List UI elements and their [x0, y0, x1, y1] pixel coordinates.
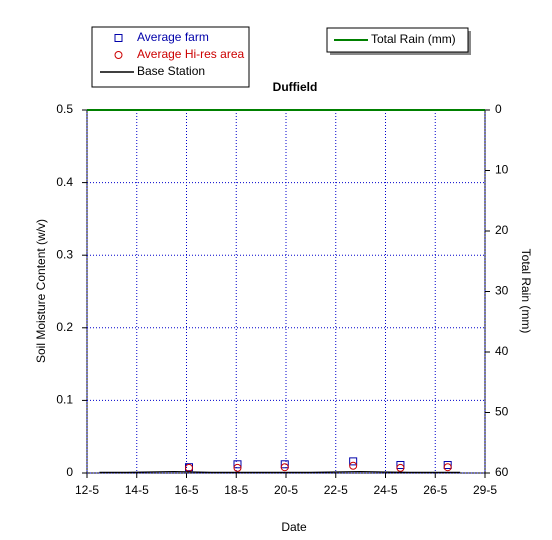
y-tick-label: 0.3 — [56, 247, 73, 261]
marker-square — [349, 457, 358, 466]
y-tick-label: 0.4 — [56, 175, 73, 189]
y2-tick-label: 50 — [495, 405, 509, 419]
legend-box — [91, 26, 250, 88]
y-tick-label: 0.2 — [56, 320, 73, 334]
marker-square — [396, 461, 405, 470]
x-tick-label: 18-5 — [224, 483, 248, 497]
legend-label: Total Rain (mm) — [371, 32, 456, 46]
marker-circle — [233, 463, 242, 472]
legend-symbol — [114, 51, 123, 59]
marker-circle — [349, 461, 358, 470]
marker-circle — [443, 463, 452, 472]
y-tick-label: 0 — [66, 465, 73, 479]
x-tick-label: 24-5 — [373, 483, 397, 497]
x-tick-label: 16-5 — [174, 483, 198, 497]
x-tick-label: 26-5 — [423, 483, 447, 497]
y2-tick-label: 10 — [495, 163, 509, 177]
marker-square — [233, 460, 242, 469]
y-tick-label: 0.5 — [56, 102, 73, 116]
y-axis-label: Soil Moisture Content (w/v) — [34, 219, 48, 363]
y2-tick-label: 20 — [495, 223, 509, 237]
x-tick-label: 12-5 — [75, 483, 99, 497]
legend-label: Base Station — [137, 64, 205, 78]
y2-tick-label: 30 — [495, 284, 509, 298]
y-tick-label: 0.1 — [56, 393, 73, 407]
marker-circle — [396, 463, 405, 472]
marker-square — [280, 460, 289, 469]
y2-tick-label: 60 — [495, 465, 509, 479]
chart-title: Duffield — [273, 80, 318, 94]
y2-tick-label: 0 — [495, 102, 502, 116]
marker-circle — [280, 463, 289, 472]
y2-axis-label: Total Rain (mm) — [519, 249, 533, 334]
legend-label: Average farm — [137, 30, 209, 44]
series-line — [99, 471, 461, 473]
x-tick-label: 22-5 — [324, 483, 348, 497]
y2-tick-label: 40 — [495, 344, 509, 358]
x-tick-label: 20-5 — [274, 483, 298, 497]
legend-label: Average Hi-res area — [137, 47, 244, 61]
x-axis-label: Date — [281, 520, 307, 534]
x-tick-label: 14-5 — [125, 483, 149, 497]
x-tick-label: 29-5 — [473, 483, 497, 497]
marker-square — [443, 461, 452, 470]
legend-symbol — [114, 34, 123, 42]
